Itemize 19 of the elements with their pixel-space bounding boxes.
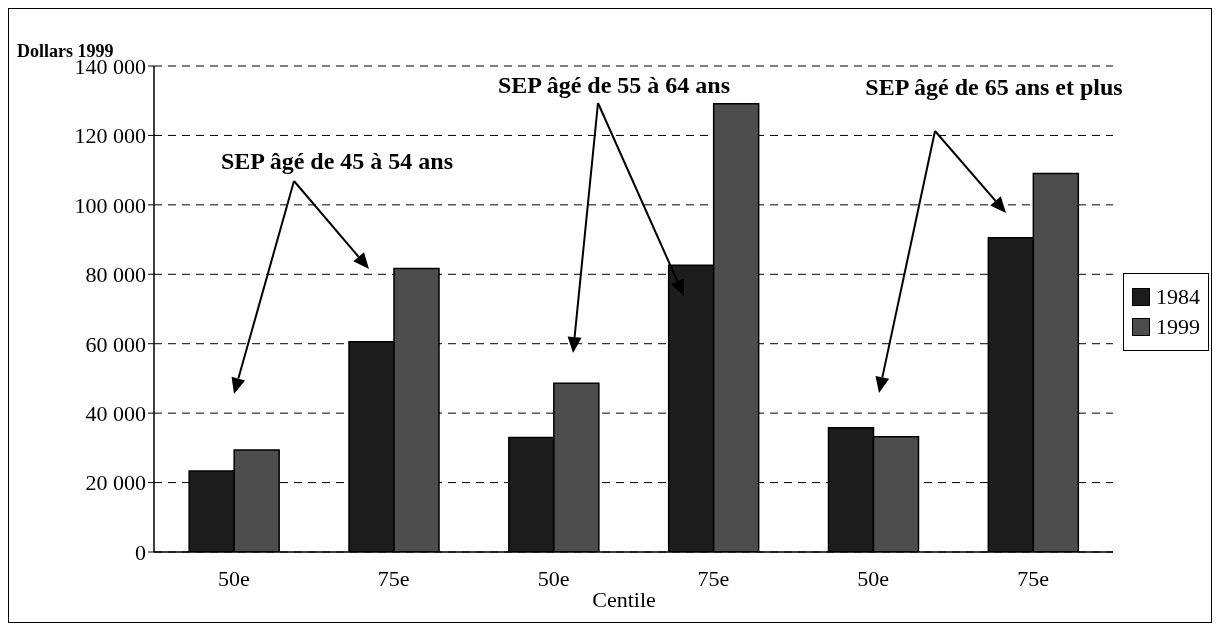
x-tick-label: 75e xyxy=(1017,565,1049,591)
y-tick-label: 40 000 xyxy=(85,400,146,426)
x-tick-label: 50e xyxy=(857,565,890,591)
annotation: SEP âgé de 45 à 54 ans xyxy=(220,147,454,175)
y-tick-label: 120 000 xyxy=(74,123,146,149)
x-axis-title: Centile xyxy=(592,587,656,612)
annotation: SEP âgé de 55 à 64 ans xyxy=(497,71,731,99)
y-tick-label: 0 xyxy=(135,539,146,565)
x-tick-label: 50e xyxy=(218,565,250,591)
annotation: SEP âgé de 65 ans et plus xyxy=(864,73,1124,101)
y-tick-label: 100 000 xyxy=(74,192,146,218)
x-tick-label: 75e xyxy=(697,565,730,591)
legend-label: 1984 xyxy=(1156,283,1200,310)
x-tick-label: 75e xyxy=(377,565,410,591)
x-tick-label: 50e xyxy=(537,565,570,591)
y-tick-label: 20 000 xyxy=(85,470,146,496)
legend-label: 1999 xyxy=(1156,313,1200,340)
y-tick-label: 60 000 xyxy=(85,331,146,357)
y-tick-label: 80 000 xyxy=(85,262,146,288)
